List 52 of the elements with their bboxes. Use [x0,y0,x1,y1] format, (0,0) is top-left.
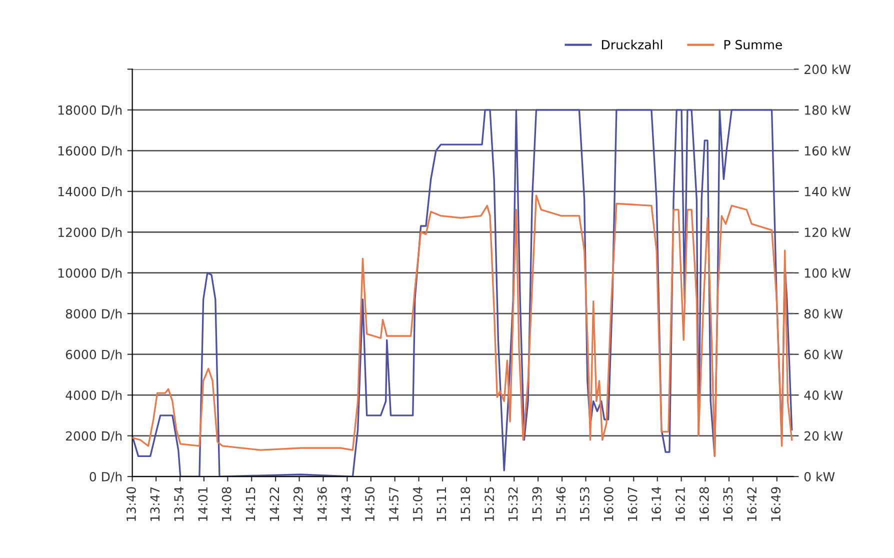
x-tick-label: 15:46 [556,487,566,521]
y2-tick-label: 20 kW [804,431,843,441]
legend-label: Druckzahl [602,40,662,50]
x-tick-label: 14:22 [270,488,279,521]
x-tick-label: 16:35 [723,487,733,521]
y-tick-label: 16000 D/h [58,146,122,157]
x-tick-label: 15:25 [484,487,494,521]
y2-tick-label: 180 kW [804,105,851,115]
y-tick-label: 12000 D/h [58,227,122,238]
y2-tick-label: 140 kW [804,186,851,196]
y2-tick-label: 160 kW [804,146,851,156]
y-tick-label: 8000 D/h [66,308,122,320]
y-tick-label: 18000 D/h [58,105,122,116]
x-tick-label: 14:01 [198,487,208,521]
x-tick-label: 15:18 [460,487,470,521]
y-tick-label: 10000 D/h [58,268,122,279]
x-tick-label: 14:36 [317,487,327,521]
y2-tick-label: 0 kW [804,472,835,482]
x-tick-label: 15:53 [580,487,590,521]
y-tick-label: 0 D/h [90,472,122,482]
x-tick-label: 15:11 [436,487,446,521]
x-tick-label: 15:32 [508,488,518,521]
y2-tick-label: 120 kW [804,227,851,238]
x-tick-label: 14:50 [365,487,375,521]
y-tick-label: 2000 D/h [66,431,122,442]
x-tick-label: 16:42 [747,488,757,521]
x-tick-label: 14:57 [389,487,398,521]
x-tick-label: 14:15 [246,487,256,521]
x-tick-label: 14:29 [293,487,303,521]
y-tick-label: 6000 D/h [66,350,122,360]
x-tick-label: 16:28 [699,487,709,521]
x-tick-label: 13:54 [174,486,184,521]
x-tick-label: 15:39 [532,487,542,521]
x-tick-label: 16:14 [652,486,662,521]
x-tick-label: 14:08 [222,487,232,521]
x-tick-label: 16:21 [676,487,685,521]
legend-label: P Summe [724,40,782,50]
x-tick-label: 16:49 [771,487,781,521]
x-tick-label: 13:47 [150,487,160,521]
y-tick-label: 4000 D/h [66,390,122,401]
y2-tick-label: 60 kW [804,350,843,360]
y2-tick-label: 80 kW [804,308,843,319]
x-tick-label: 16:00 [604,487,614,521]
x-tick-label: 15:04 [412,486,422,521]
y2-tick-label: 200 kW [804,64,851,74]
y2-tick-label: 100 kW [804,268,851,278]
x-tick-label: 14:43 [341,487,351,521]
line-series [132,194,793,457]
y-tick-label: 14000 D/h [58,186,122,198]
x-tick-label: 13:40 [126,487,136,521]
x-tick-label: 16:07 [628,487,638,521]
y2-tick-label: 40 kW [804,390,843,400]
